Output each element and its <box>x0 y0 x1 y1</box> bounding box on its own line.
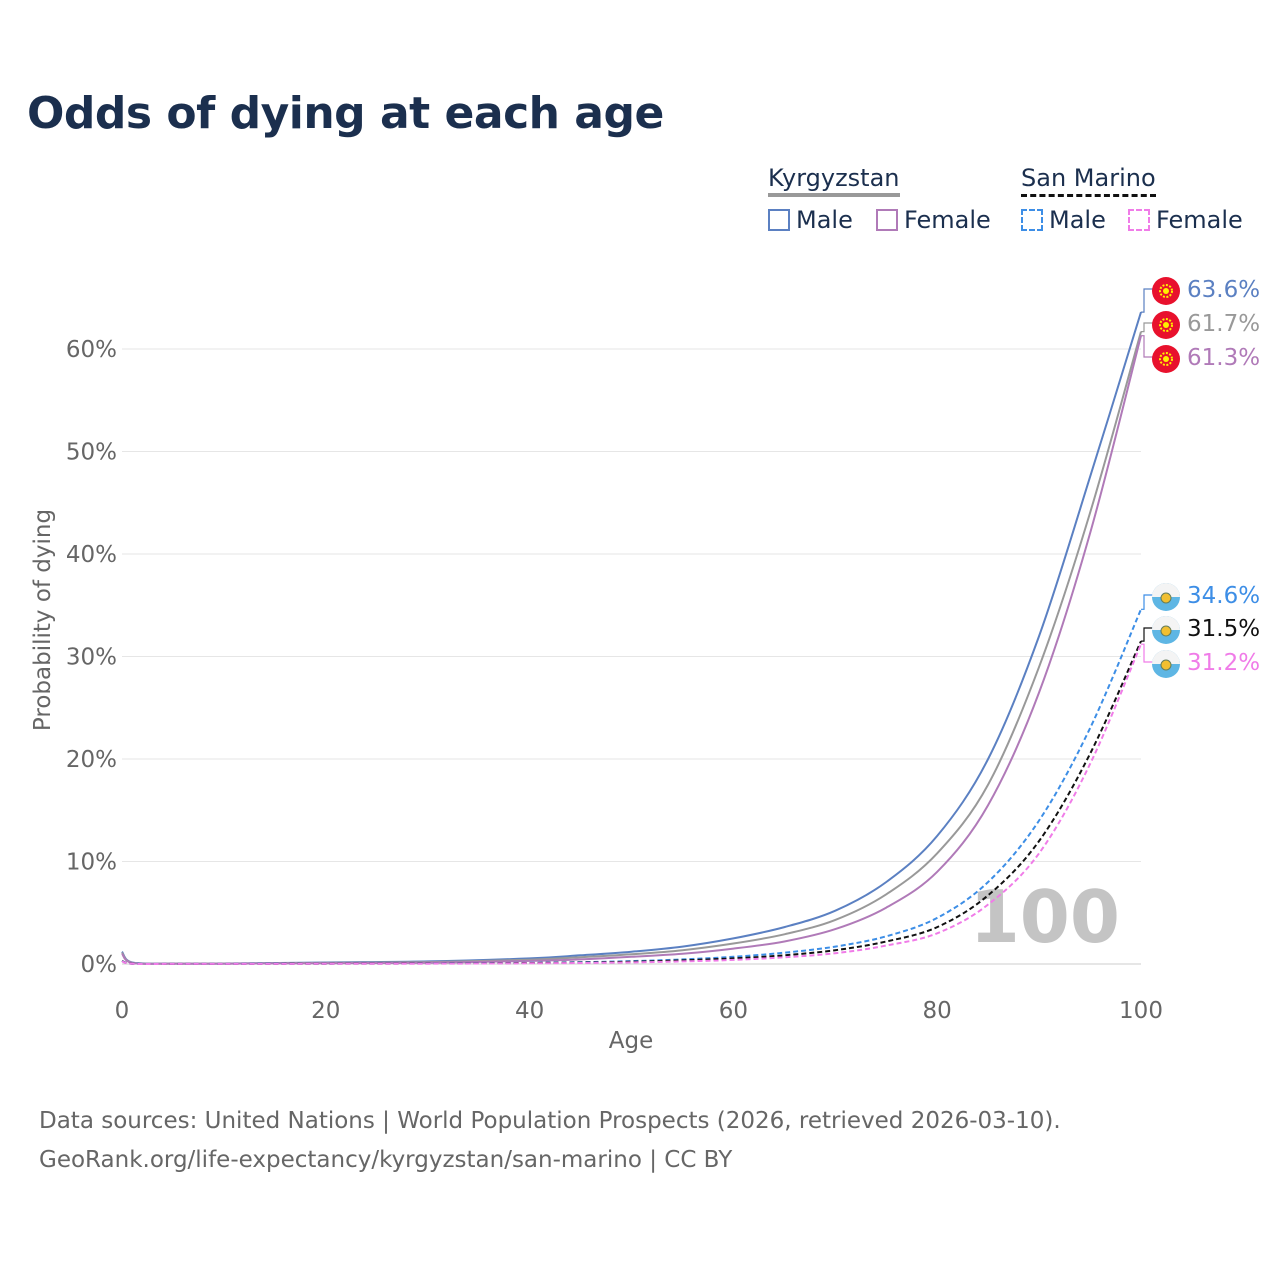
x-tick-label: 40 <box>515 998 544 1024</box>
legend-swatch <box>1128 209 1150 231</box>
end-value-label: 63.6% <box>1187 277 1260 303</box>
flag-sun <box>1159 318 1173 332</box>
legend-item-san-marino-female[interactable]: Female <box>1128 206 1243 234</box>
page-title: Odds of dying at each age <box>27 88 664 139</box>
end-connector <box>1141 643 1153 663</box>
flag-upper-half <box>1152 583 1180 597</box>
end-value-label: 31.5% <box>1187 616 1260 642</box>
legend-item-label: Male <box>796 206 853 234</box>
y-tick-label: 50% <box>66 440 117 466</box>
x-tick-label: 80 <box>923 998 952 1024</box>
x-tick-label: 0 <box>115 998 130 1024</box>
end-connector <box>1141 627 1153 642</box>
end-connector <box>1141 594 1153 610</box>
series-group <box>121 311 1142 966</box>
flag-sun-center <box>1163 322 1169 328</box>
legend-group-kyrgyzstan[interactable]: Kyrgyzstan <box>768 164 900 197</box>
end-value-label: 31.2% <box>1187 650 1260 676</box>
end-value-label: 61.7% <box>1187 311 1260 337</box>
legend-item-kyrgyzstan-female[interactable]: Female <box>876 206 991 234</box>
footer-source: Data sources: United Nations | World Pop… <box>39 1108 1061 1134</box>
legend-swatch <box>1021 209 1043 231</box>
y-tick-label: 60% <box>66 337 117 363</box>
legend-item-label: Male <box>1049 206 1106 234</box>
x-axis: 0 20 40 60 80 100 <box>115 998 1163 1024</box>
end-connector <box>1141 288 1153 313</box>
x-tick-label: 60 <box>719 998 748 1024</box>
flag-sun-center <box>1163 356 1169 362</box>
legend-group-san-marino[interactable]: San Marino <box>1021 164 1156 197</box>
end-value-label: 61.3% <box>1187 345 1260 371</box>
legend-group-underline <box>768 193 900 197</box>
legend-item-label: Female <box>1156 206 1243 234</box>
legend-swatch <box>876 209 898 231</box>
flag-sun <box>1159 352 1173 366</box>
flag-sun <box>1159 284 1173 298</box>
series-line[interactable] <box>121 335 1142 965</box>
end-value-label: 34.6% <box>1187 583 1260 609</box>
legend-item-san-marino-male[interactable]: Male <box>1021 206 1106 234</box>
legend-group-underline <box>1021 194 1156 197</box>
legend-group-label: San Marino <box>1021 164 1156 192</box>
legend-group-label: Kyrgyzstan <box>768 164 900 192</box>
flag-upper-half <box>1152 616 1180 630</box>
flag-emblem <box>1160 659 1172 671</box>
watermark: 100 <box>970 875 1120 959</box>
flag-emblem <box>1160 592 1172 604</box>
end-connector <box>1141 322 1153 333</box>
chart: 100 0% 10% 20% 30% 40% 50% 60% 0 20 40 60 80 100 Ag… <box>30 277 1260 1054</box>
legend-swatch <box>768 209 790 231</box>
series-line[interactable] <box>121 643 1142 966</box>
y-tick-label: 10% <box>66 850 117 876</box>
x-axis-label: Age <box>609 1028 653 1054</box>
x-tick-label: 100 <box>1119 998 1163 1024</box>
y-axis: 0% 10% 20% 30% 40% 50% 60% <box>66 337 117 978</box>
flag-emblem <box>1160 625 1172 637</box>
footer-url[interactable]: GeoRank.org/life-expectancy/kyrgyzstan/s… <box>39 1147 733 1173</box>
x-tick-label: 20 <box>311 998 340 1024</box>
series-line[interactable] <box>121 331 1142 965</box>
flag-sun-center <box>1163 288 1169 294</box>
legend-item-kyrgyzstan-male[interactable]: Male <box>768 206 853 234</box>
y-axis-label: Probability of dying <box>30 509 56 731</box>
y-tick-label: 0% <box>81 952 118 978</box>
series-line[interactable] <box>121 311 1142 965</box>
y-tick-label: 20% <box>66 747 117 773</box>
y-tick-label: 30% <box>66 645 117 671</box>
end-labels: 63.6% 61.7% 61.3% 34.6% 31.5% 31.2% <box>1141 277 1260 678</box>
flag-upper-half <box>1152 650 1180 664</box>
grid <box>122 348 1141 965</box>
end-connector <box>1141 335 1153 358</box>
y-tick-label: 40% <box>66 542 117 568</box>
legend-item-label: Female <box>904 206 991 234</box>
